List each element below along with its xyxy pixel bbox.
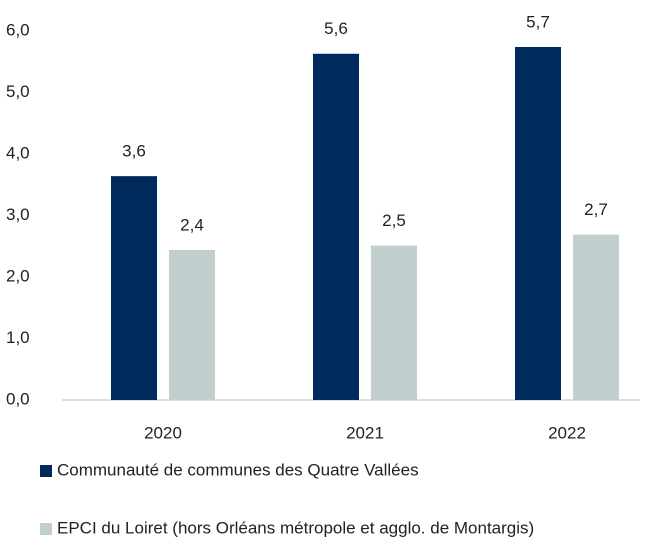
- bar: [371, 245, 417, 400]
- y-tick-label: 5,0: [6, 82, 30, 101]
- legend-label: Communauté de communes des Quatre Vallée…: [57, 460, 419, 479]
- legend-marker: [40, 465, 52, 477]
- legend-label: EPCI du Loiret (hors Orléans métropole e…: [57, 518, 534, 537]
- bar: [169, 249, 215, 400]
- x-tick-label: 2021: [346, 423, 384, 442]
- y-tick-label: 1,0: [6, 328, 30, 347]
- value-label: 2,5: [382, 211, 406, 230]
- x-tick-label: 2020: [144, 423, 182, 442]
- legend-marker: [40, 523, 52, 535]
- bar: [515, 46, 561, 401]
- value-label: 5,6: [324, 19, 348, 38]
- bar: [111, 176, 157, 400]
- bar: [313, 53, 359, 400]
- y-tick-label: 2,0: [6, 266, 30, 285]
- bar: [573, 234, 619, 400]
- value-label: 5,7: [526, 12, 550, 31]
- value-label: 2,4: [180, 215, 204, 234]
- y-tick-label: 0,0: [6, 389, 30, 408]
- y-tick-label: 3,0: [6, 205, 30, 224]
- y-tick-label: 4,0: [6, 143, 30, 162]
- x-tick-label: 2022: [548, 423, 586, 442]
- value-label: 2,7: [584, 200, 608, 219]
- value-label: 3,6: [122, 142, 146, 161]
- y-tick-label: 6,0: [6, 20, 30, 39]
